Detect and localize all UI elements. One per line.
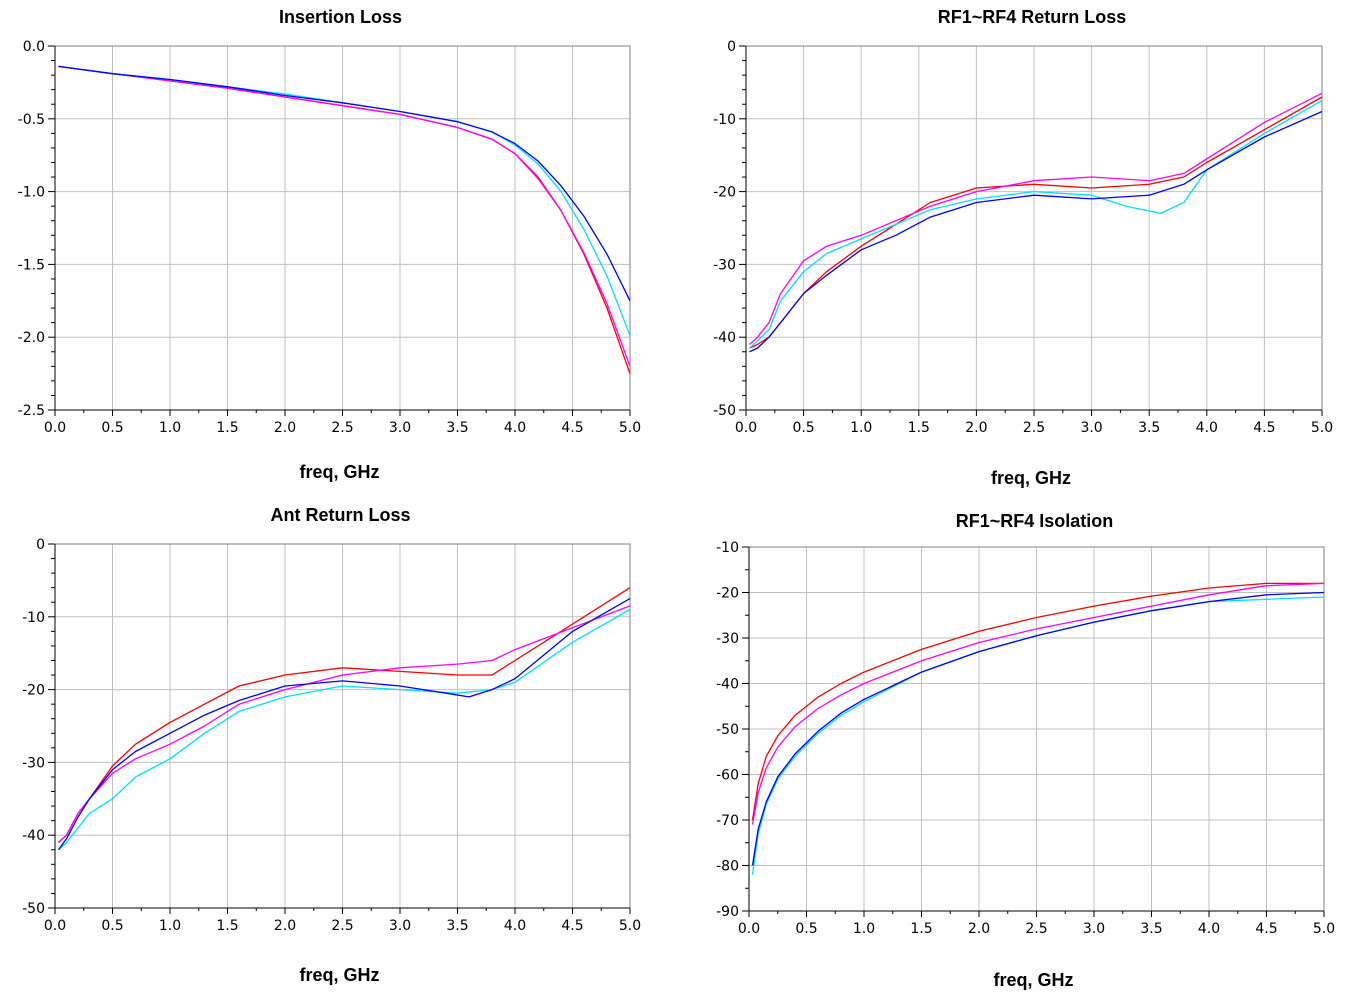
x-tick-label: 3.5 (1140, 921, 1162, 937)
series-line-3 (749, 100, 1323, 349)
x-tick-label: 0.0 (738, 921, 760, 937)
x-tick-label: 1.0 (159, 918, 181, 934)
x-tick-label: 1.0 (159, 420, 181, 436)
y-tick-label: -50 (713, 403, 736, 419)
x-tick-label: 2.5 (1023, 420, 1045, 436)
x-tick-label: 0.0 (735, 420, 757, 436)
series-line-3 (751, 596, 1325, 875)
x-tick-label: 3.0 (389, 420, 411, 436)
y-tick-label: 0 (36, 537, 45, 553)
y-tick-label: -80 (716, 859, 739, 875)
y-tick-label: -40 (22, 828, 45, 844)
chart-title: Ant Return Loss (270, 505, 410, 525)
x-tick-label: 3.5 (446, 420, 468, 436)
x-tick-label: 2.5 (331, 420, 353, 436)
chart-title: RF1~RF4 Isolation (956, 511, 1114, 531)
y-tick-label: -30 (713, 257, 736, 273)
y-tick-label: -30 (716, 631, 739, 647)
x-tick-label: 3.0 (1080, 420, 1102, 436)
y-tick-label: -70 (716, 813, 739, 829)
x-tick-label: 3.5 (1138, 420, 1160, 436)
x-tick-label: 2.0 (968, 921, 990, 937)
chart-panel-4: RF1~RF4 Isolation 0.0 0.5 1.0 1.5 2.0 2.5 3.0 3.… (716, 511, 1335, 990)
y-tick-label: -60 (716, 768, 739, 784)
x-tick-label: 1.5 (910, 921, 932, 937)
y-tick-label: -2.0 (18, 330, 45, 346)
x-tick-label: 1.0 (850, 420, 872, 436)
y-tick-label: -90 (716, 904, 739, 920)
x-tick-label: 0.5 (792, 420, 814, 436)
series-line-3 (58, 608, 631, 851)
chart-panel-3: Ant Return Loss 0.0 0.5 1.0 1.5 2.0 2.5 3.0 3.5 4… (22, 505, 641, 985)
y-tick-label: 0 (727, 39, 736, 55)
x-tick-label: 1.0 (853, 921, 875, 937)
x-tick-label: 4.5 (1255, 921, 1277, 937)
x-tick-label: 3.0 (1083, 921, 1105, 937)
series-line-4 (751, 591, 1325, 866)
series-line-3 (58, 65, 631, 336)
x-tick-label: 5.0 (619, 420, 641, 436)
x-axis-label: freq, GHz (299, 462, 379, 482)
y-tick-label: -20 (22, 683, 45, 699)
series-line-4 (58, 65, 631, 302)
y-tick-label: -40 (716, 677, 739, 693)
y-tick-label: -10 (713, 112, 736, 128)
y-tick-label: -0.5 (18, 112, 45, 128)
y-tick-label: -20 (713, 185, 736, 201)
y-tick-label: -40 (713, 330, 736, 346)
x-axis-label: freq, GHz (991, 468, 1071, 488)
x-tick-label: 1.5 (216, 918, 238, 934)
x-tick-label: 4.0 (1198, 921, 1220, 937)
chart-panel-1: Insertion Loss 0.0 0.5 1.0 1.5 2.0 2.5 3.0 3.5 4.… (18, 7, 641, 482)
x-tick-label: 0.0 (44, 918, 66, 934)
series-line-1 (58, 65, 631, 374)
y-tick-label: -1.5 (18, 257, 45, 273)
x-tick-label: 4.5 (1253, 420, 1275, 436)
x-tick-label: 0.0 (44, 420, 66, 436)
x-axis-label: freq, GHz (993, 970, 1073, 990)
series-line-1 (749, 96, 1323, 349)
x-tick-label: 1.5 (216, 420, 238, 436)
y-tick-label: -50 (716, 722, 739, 738)
y-tick-label: -10 (716, 540, 739, 556)
x-tick-label: 5.0 (1311, 420, 1333, 436)
x-tick-label: 3.5 (446, 918, 468, 934)
x-tick-label: 2.5 (331, 918, 353, 934)
x-tick-label: 2.0 (965, 420, 987, 436)
x-tick-label: 1.5 (908, 420, 930, 436)
x-tick-label: 4.0 (504, 420, 526, 436)
y-tick-label: -10 (22, 610, 45, 626)
x-tick-label: 5.0 (619, 918, 641, 934)
series-line-1 (58, 587, 631, 843)
series-line-4 (57, 598, 631, 851)
x-tick-label: 3.0 (389, 918, 411, 934)
y-tick-label: -1.0 (18, 185, 45, 201)
x-tick-label: 2.0 (274, 420, 296, 436)
x-tick-label: 4.0 (1196, 420, 1218, 436)
x-tick-label: 5.0 (1313, 921, 1335, 937)
y-tick-label: -30 (22, 755, 45, 771)
x-tick-label: 0.5 (101, 918, 123, 934)
series-line-1 (751, 582, 1324, 821)
x-tick-label: 2.5 (1025, 921, 1047, 937)
y-tick-label: -20 (716, 586, 739, 602)
series-line-4 (749, 110, 1323, 353)
y-tick-label: 0.0 (23, 39, 45, 55)
chart-title: Insertion Loss (279, 7, 402, 27)
y-tick-label: -2.5 (18, 403, 45, 419)
chart-title: RF1~RF4 Return Loss (938, 7, 1127, 27)
x-axis-label: freq, GHz (299, 965, 379, 985)
series-line-2 (751, 582, 1325, 825)
x-tick-label: 4.5 (561, 420, 583, 436)
x-tick-label: 4.5 (561, 918, 583, 934)
x-tick-label: 0.5 (795, 921, 817, 937)
chart-panel-2: RF1~RF4 Return Loss 0.0 0.5 1.0 1.5 2.0 2.5 3.0… (713, 7, 1333, 488)
y-tick-label: -50 (22, 901, 45, 917)
x-tick-label: 2.0 (274, 918, 296, 934)
x-tick-label: 0.5 (101, 420, 123, 436)
series-line-2 (58, 65, 631, 367)
series-line-2 (749, 92, 1323, 345)
x-tick-label: 4.0 (504, 918, 526, 934)
